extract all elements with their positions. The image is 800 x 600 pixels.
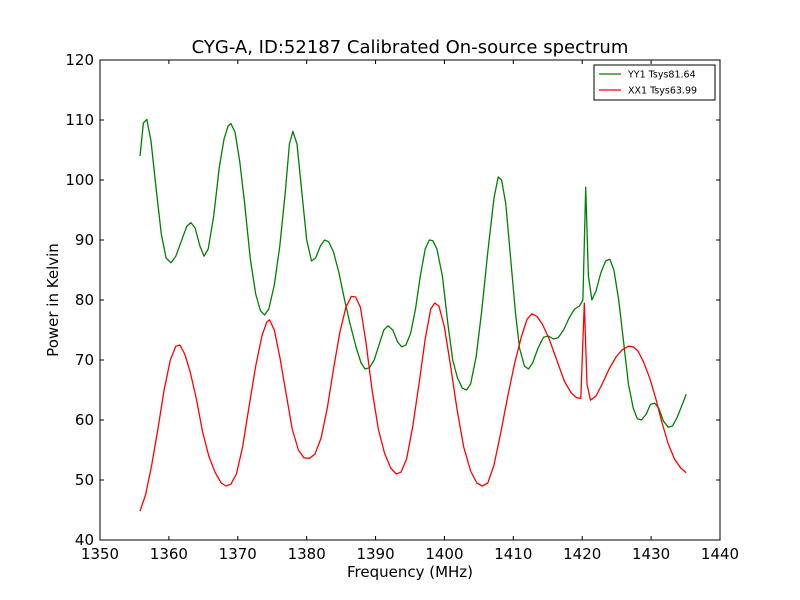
plot-frame	[99, 59, 721, 541]
x-tick-label: 1420	[563, 545, 601, 563]
legend-box	[593, 64, 716, 101]
y-axis-label: Power in Kelvin	[44, 243, 62, 357]
tick-layer: 1350 1360 1370 1380 1390 1400 1410 1420 1430 1440…	[65, 51, 739, 563]
series-layer	[139, 118, 687, 512]
y-tick-label: 90	[75, 231, 94, 249]
x-tick-label: 1380	[288, 545, 326, 563]
chart-title: CYG-A, ID:52187 Calibrated On-source spe…	[192, 37, 629, 58]
x-tick-label: 1390	[356, 545, 394, 563]
x-tick-label: 1370	[219, 545, 257, 563]
x-axis-label: Frequency (MHz)	[347, 563, 473, 581]
series-line-xx1	[139, 295, 687, 512]
y-tick-label: 60	[75, 411, 94, 429]
y-tick-label: 110	[65, 111, 94, 129]
x-tick-label: 1410	[494, 545, 532, 563]
x-tick-label: 1400	[425, 545, 463, 563]
y-tick-label: 80	[75, 291, 94, 309]
x-tick-label: 1430	[632, 545, 670, 563]
legend-label-xx1: XX1 Tsys63.99	[628, 86, 697, 97]
series-line-yy1	[139, 118, 687, 428]
x-tick-label: 1440	[701, 545, 739, 563]
y-tick-label: 40	[75, 531, 94, 549]
legend: YY1 Tsys81.64 XX1 Tsys63.99	[593, 64, 716, 101]
x-tick-label: 1350	[81, 545, 119, 563]
y-tick-label: 120	[65, 51, 94, 69]
y-tick-label: 50	[75, 471, 94, 489]
y-tick-label: 70	[75, 351, 94, 369]
legend-label-yy1: YY1 Tsys81.64	[627, 70, 696, 81]
y-tick-label: 100	[65, 171, 94, 189]
plot-area	[100, 60, 720, 540]
x-tick-label: 1360	[150, 545, 188, 563]
